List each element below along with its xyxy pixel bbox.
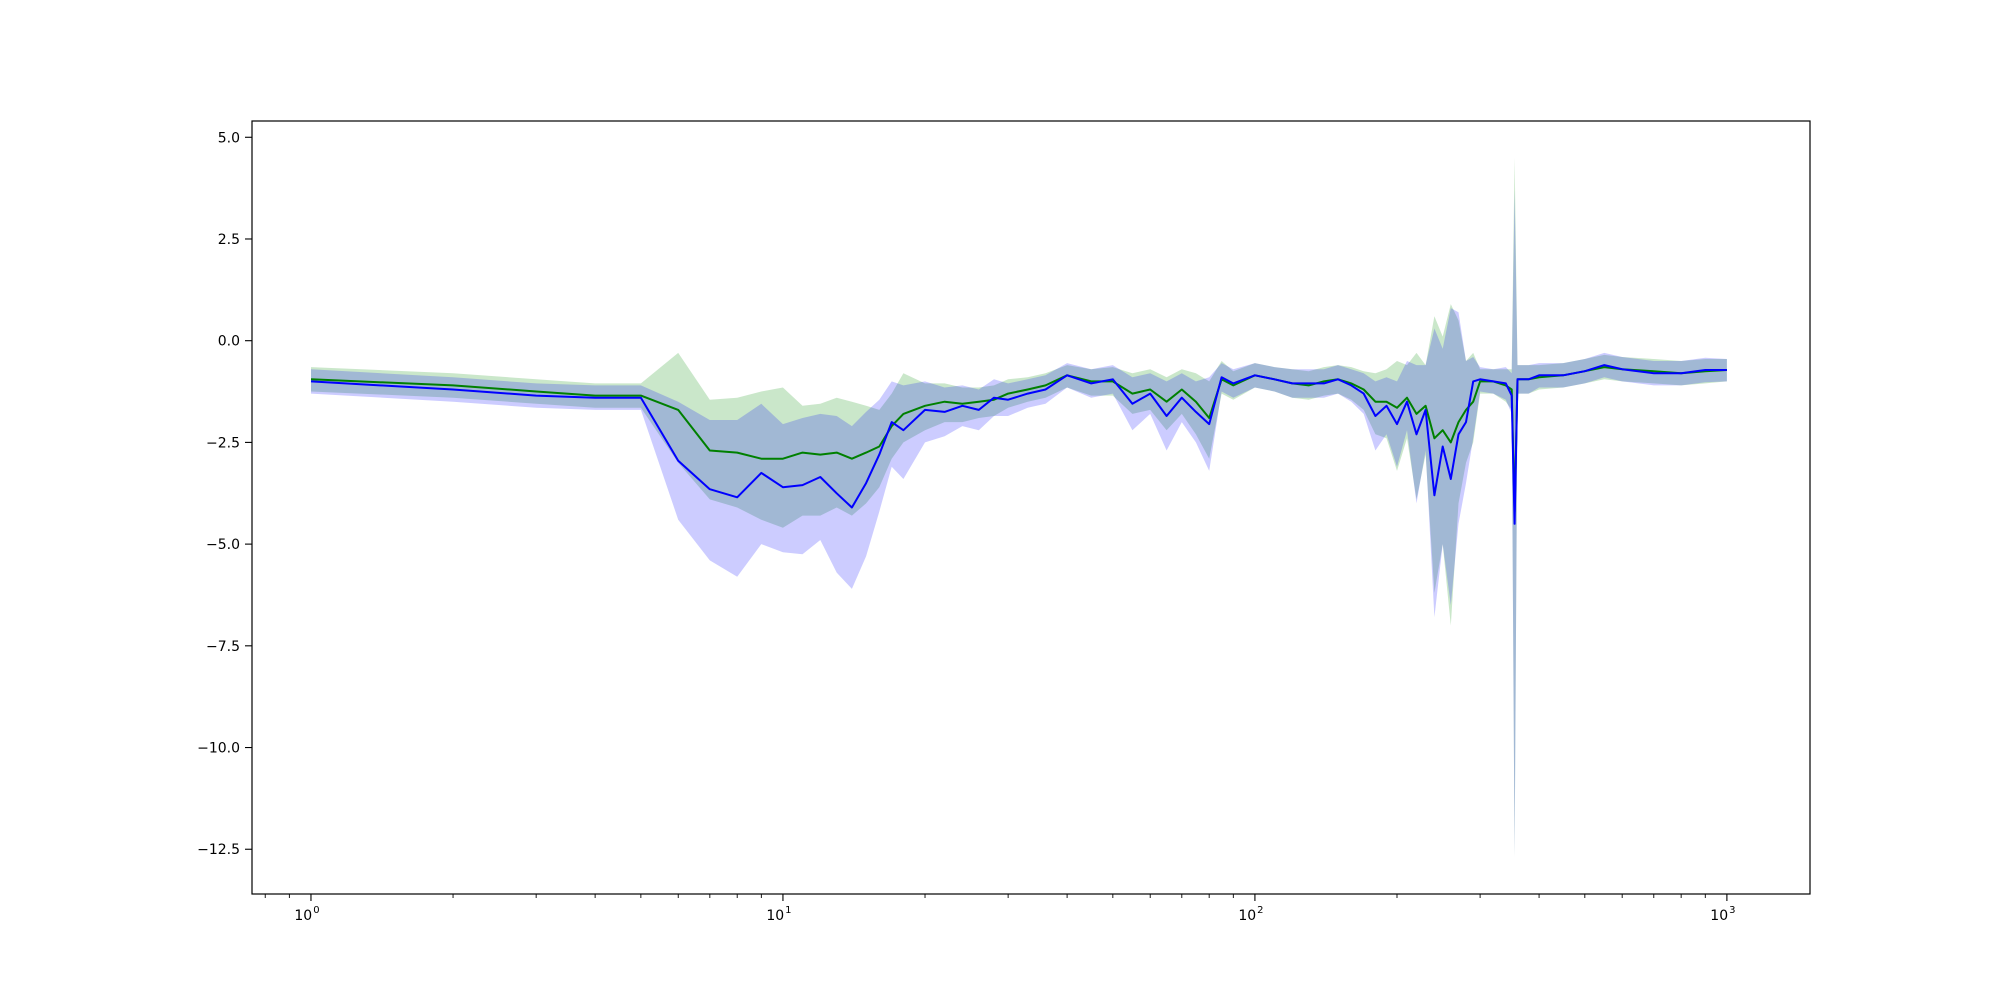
series-1-line — [310, 366, 1727, 513]
y-tick-label: −10.0 — [197, 741, 240, 757]
y-tick-label: 0.0 — [218, 334, 240, 350]
confidence-bands — [311, 157, 1727, 858]
y-tick-label: −12.5 — [197, 842, 240, 858]
y-tick-label: −7.5 — [206, 639, 240, 655]
y-tick-label: −2.5 — [206, 435, 240, 451]
y-tick-label: 5.0 — [218, 130, 240, 146]
series-2-line — [310, 364, 1727, 525]
y-tick-label: 2.5 — [218, 232, 240, 248]
plot-frame — [251, 120, 1811, 895]
series-lines — [310, 364, 1727, 525]
y-axis-ticks: 5.0 2.5 0.0 −2.5 −5.0 −7.5 −10.0 −12.5 — [197, 130, 252, 858]
y-tick-label: −5.0 — [206, 537, 240, 553]
series-2-band — [311, 190, 1727, 858]
series-1-band — [311, 157, 1727, 858]
